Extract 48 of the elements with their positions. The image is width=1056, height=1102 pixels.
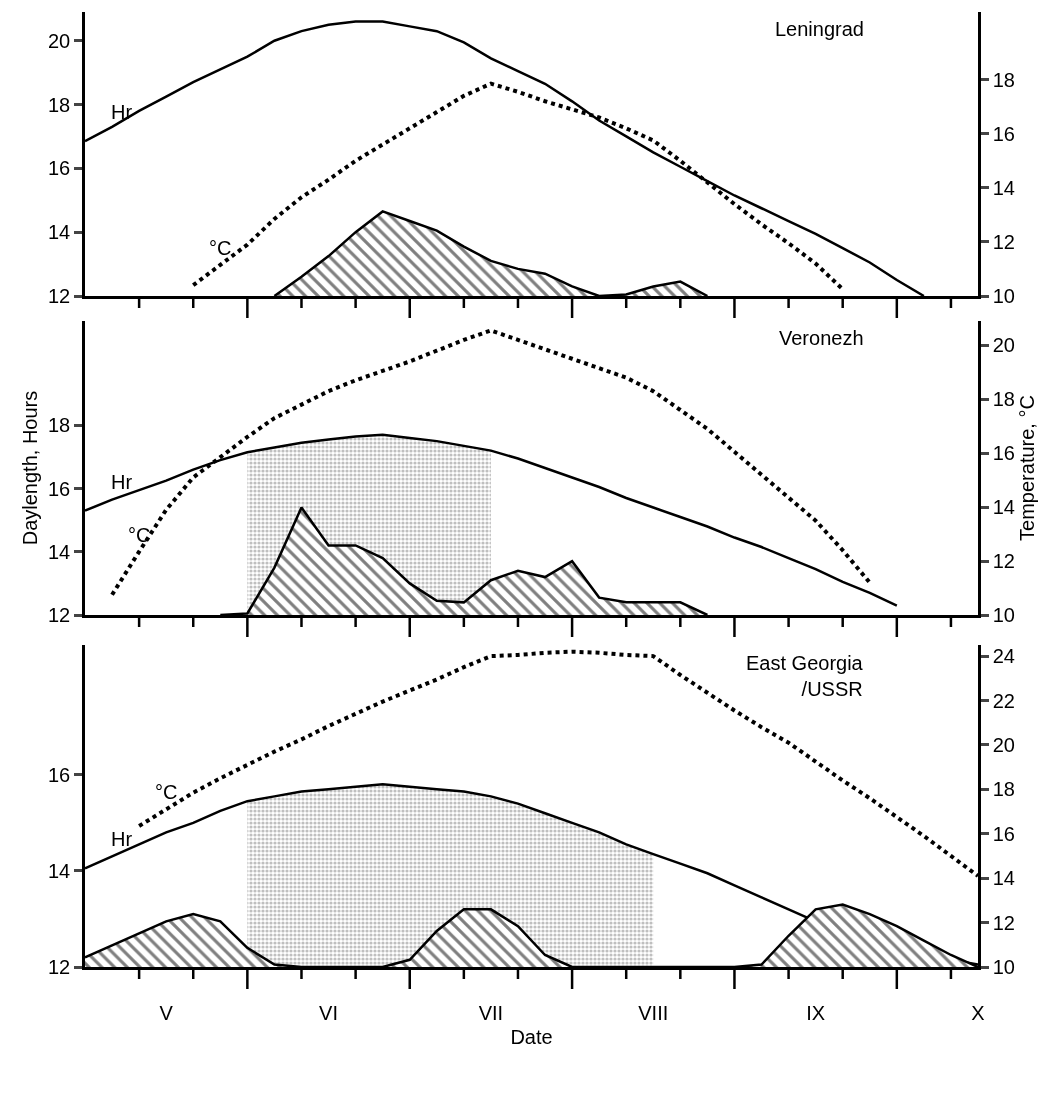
y2-tick-label: 18 [992,388,1015,411]
y-axis-title: Daylength, Hours [18,390,41,546]
y-tick-label: 12 [48,604,71,626]
y2-tick-label: 20 [992,334,1015,357]
y2-tick-label: 12 [992,550,1015,573]
x-axis-title: Date [510,1026,553,1049]
chart-title: Leningrad [775,18,864,40]
line-series [191,81,845,292]
y-tick-label: 16 [48,477,71,500]
y2-tick-label: 14 [992,867,1015,890]
y-tick-label: 16 [48,157,71,180]
y2-axis-title: Temperature, °C [1015,395,1038,541]
y2-tick-label: 22 [992,689,1015,712]
x-tick-label: IX [806,1001,826,1024]
y-tick-label: 16 [48,763,71,786]
text: East Georgia /USSR [746,652,864,700]
x-tick-label: X [971,1001,985,1024]
series-label: Hr [111,471,133,493]
y-tick-label: 20 [48,29,71,52]
x-tick-label: V [159,1001,174,1024]
y-tick-label: 14 [48,540,71,563]
y2-tick-label: 12 [992,911,1015,934]
y-tick-label: 14 [48,221,71,244]
y2-tick-label: 10 [992,956,1015,978]
y2-tick-label: 14 [992,496,1015,519]
x-tick-label: VI [319,1001,338,1024]
y2-tick-label: 24 [992,645,1015,668]
y2-tick-label: 18 [992,68,1015,91]
y2-tick-label: 16 [992,442,1015,465]
y-tick-label: 12 [48,956,71,978]
y-tick-label: 12 [48,285,71,307]
series-label: °C [155,781,178,803]
x-tick-label: VIII [638,1001,669,1024]
y-tick-label: 18 [48,414,71,437]
y2-tick-label: 12 [992,230,1015,253]
series-label: Hr [111,828,133,850]
y-tick-label: 14 [48,859,71,882]
x-tick-label: VII [478,1001,504,1024]
y2-tick-label: 10 [992,285,1015,307]
y2-tick-label: 20 [992,733,1015,756]
y2-tick-label: 14 [992,176,1015,199]
chart-title: Veronezh [779,327,864,349]
y-tick-label: 18 [48,93,71,116]
series-label: °C [209,237,232,259]
y2-tick-label: 10 [992,604,1015,626]
y2-tick-label: 16 [992,822,1015,845]
y2-tick-label: 18 [992,778,1015,801]
y2-tick-label: 16 [992,122,1015,145]
